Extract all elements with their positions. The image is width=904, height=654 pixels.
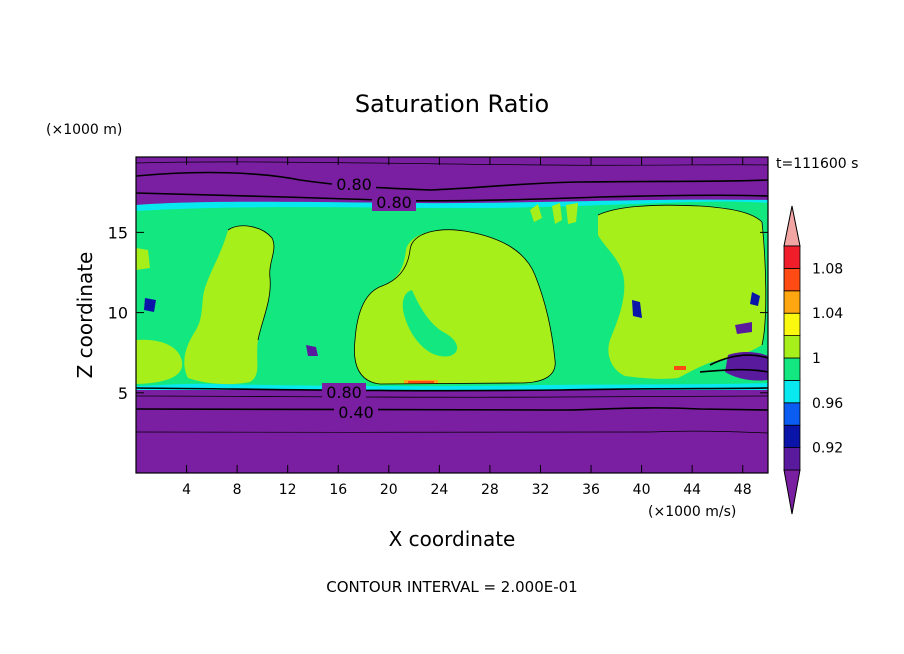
colorbar-tick-label: 0.96 [812,396,843,412]
right-red-patch [674,366,686,370]
top-lime-cells [530,203,578,224]
contour-080-lower [136,387,768,392]
x-axis-label: X coordinate [389,527,516,551]
y-tick-label: 15 [108,223,128,242]
colorbar-segment [783,424,801,449]
colorbar-segment [783,290,801,314]
contour-label: 0.80 [336,175,372,194]
x-tick-label: 32 [532,482,550,498]
contour-label: 0.80 [326,383,362,402]
x-tick-label: 4 [182,482,191,498]
colorbar-tick-label: 0.92 [812,441,843,457]
lower-right-indigo [725,352,768,381]
colorbar-segment [783,245,801,269]
colorbar-top-arrow [783,205,801,247]
y-tick-label: 10 [108,304,128,323]
colorbar-tick-label: 1 [812,351,821,367]
x-tick-label: 16 [329,482,347,498]
plot-frame [135,156,769,474]
contour-label-bg [334,403,378,421]
chart-title: Saturation Ratio [355,90,549,118]
colorbar-segment [783,312,801,337]
left-lime-region [184,225,274,385]
y-tick-label: 5 [118,384,128,403]
left-blue-cell [144,298,156,312]
red-patch [408,381,434,383]
x-tick-label: 24 [430,482,448,498]
y-axis: 5 10 15 [108,223,768,403]
right-lime-region [598,205,766,379]
y-axis-label: Z coordinate [73,252,97,379]
contour-label: 0.40 [338,403,374,422]
x-tick-label: 12 [279,482,297,498]
small-indigo-cell [306,345,318,356]
contour-interval-footer: CONTOUR INTERVAL = 2.000E-01 [326,578,577,596]
colorbar-segment [783,447,801,471]
colorbar-segment [783,402,801,426]
contour-right [597,204,767,346]
colorbar-segment [783,267,801,292]
contour-080-band [136,192,768,202]
x-axis: 4 8 12 16 20 24 28 32 36 40 44 48 [182,157,752,498]
contour-label-group: 0.80 0.80 0.80 0.40 [322,175,416,422]
x-tick-label: 40 [633,482,651,498]
colorbar-segment [783,379,801,404]
x-unit-label: (×1000 m/s) [648,504,736,520]
colorbar-tick-label: 1.08 [812,261,843,277]
saturation-field: 0.80 0.80 0.80 0.40 [136,157,768,473]
contour-080-upper [136,171,768,191]
contour-040 [136,407,768,411]
x-tick-label: 28 [481,482,499,498]
colorbar-segment [783,335,801,359]
colorbar-bottom-arrow [783,469,801,515]
colorbar-segment [783,357,801,381]
contour-thin-bottom [136,430,768,434]
x-tick-label: 8 [233,482,242,498]
right-indigo-cell [735,322,752,334]
lower-left-lime [136,339,183,384]
right-edge-blue [750,292,760,306]
contour-label-bg [332,175,376,193]
colorbar: 0.92 0.96 1 1.04 1.08 [783,205,843,515]
x-tick-label: 20 [380,482,398,498]
contour-left [227,225,275,341]
left-edge-lime [136,248,150,270]
y-unit-label: (×1000 m) [46,122,122,138]
time-label: t=111600 s [776,156,858,172]
contour-label: 0.80 [376,193,412,212]
x-tick-label: 36 [582,482,600,498]
contour-thin-top [136,161,768,166]
colorbar-tick-label: 1.04 [812,306,843,322]
x-tick-label: 44 [683,482,701,498]
contour-central [354,229,556,385]
x-tick-label: 48 [734,482,752,498]
contour-thin-middle [136,395,768,398]
contour-right-bottom [699,354,768,373]
contour-label-bg [322,383,366,401]
contour-lines [136,161,768,434]
right-blue-cell [632,300,642,318]
contour-label-bg [372,193,416,211]
central-pocket [402,290,458,357]
